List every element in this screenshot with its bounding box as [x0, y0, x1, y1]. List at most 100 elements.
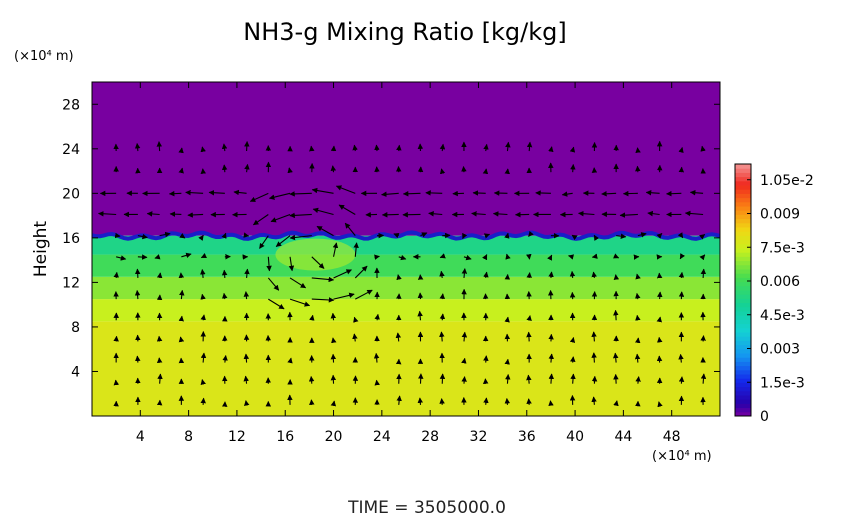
wind-vector-177	[393, 232, 400, 239]
wind-vector-83	[243, 291, 250, 300]
wind-vector-352	[700, 373, 707, 384]
x-tick-label-3: 16	[276, 429, 294, 445]
y-axis-label: Height	[31, 221, 51, 278]
heatmap-layer-5	[92, 82, 720, 236]
colorbar-swatch-53	[735, 189, 751, 194]
colorbar-label-4: 0.006	[760, 274, 800, 290]
wind-vector-309	[601, 191, 617, 197]
colorbar-swatch-34	[735, 269, 751, 274]
wind-vector-228	[482, 254, 488, 261]
wind-vector-204	[428, 210, 443, 217]
heatmap-layer-3	[92, 254, 720, 277]
wind-vector-20	[137, 254, 148, 260]
wind-vector-267	[547, 254, 553, 261]
wind-vector-76	[221, 164, 228, 173]
wind-vector-42	[178, 336, 185, 343]
wind-vector-44	[179, 289, 185, 300]
wind-vector-32	[156, 272, 163, 279]
wind-vector-181	[396, 144, 402, 152]
wind-vector-96	[268, 298, 285, 310]
wind-vector-276	[569, 336, 576, 343]
wind-vector-357	[700, 268, 707, 278]
colorbar-swatch-49	[735, 206, 751, 211]
wind-vector-106	[287, 357, 293, 364]
colorbar-swatch-8	[735, 378, 751, 383]
y-tick-label-3: 16	[62, 231, 80, 247]
x-tick-label-7: 32	[470, 429, 488, 445]
wind-vector-320	[637, 232, 647, 238]
wind-vector-153	[335, 185, 356, 194]
wind-vector-186	[417, 310, 423, 321]
wind-vector-148	[355, 289, 373, 300]
wind-vector-248	[526, 374, 532, 384]
colorbar-swatch-6	[735, 386, 751, 392]
wind-vector-50	[178, 167, 184, 174]
wind-vector-215	[463, 254, 472, 261]
wind-vector-221	[483, 397, 489, 405]
wind-vector-190	[420, 232, 428, 238]
time-label: TIME = 3505000.0	[347, 498, 506, 518]
wind-vector-235	[505, 373, 511, 384]
colorbar-swatch-31	[735, 281, 751, 287]
wind-vector-61	[187, 212, 204, 218]
wind-vector-149	[354, 265, 368, 279]
wind-vector-340	[678, 353, 684, 363]
wind-vector-34	[159, 231, 171, 238]
wind-vector-97	[267, 277, 280, 291]
wind-vector-292	[591, 271, 597, 279]
y-tick-label-6: 28	[62, 97, 80, 113]
wind-vector-48	[169, 211, 182, 217]
wind-vector-160	[374, 313, 380, 321]
colorbar-swatch-30	[735, 285, 751, 291]
wind-vector-241	[505, 253, 511, 260]
wind-vector-109	[289, 298, 311, 307]
wind-vector-321	[619, 212, 638, 218]
colorbar-label-7: 1.05e-2	[760, 173, 814, 189]
heatmap-layer-4	[92, 235, 720, 255]
colorbar-swatch-38	[735, 252, 751, 257]
wind-vector-260	[548, 400, 554, 407]
wind-vector-7	[116, 255, 127, 261]
wind-vector-130	[330, 400, 337, 407]
wind-vector-77	[221, 143, 228, 152]
wind-vector-138	[316, 225, 334, 237]
wind-vector-99	[259, 235, 269, 249]
wind-vector-359	[699, 233, 706, 240]
wind-vector-122	[311, 297, 335, 303]
wind-vector-25	[134, 142, 141, 152]
wind-vector-350	[678, 147, 684, 154]
wind-vector-123	[311, 276, 335, 283]
colorbar-swatch-12	[735, 361, 751, 367]
wind-vector-15	[135, 355, 141, 363]
wind-vector-118	[308, 375, 315, 384]
wind-vector-346	[677, 232, 684, 239]
wind-vector-179	[381, 191, 399, 198]
colorbar-swatch-0	[735, 411, 751, 417]
wind-vector-335	[645, 190, 660, 196]
wind-vector-51	[178, 147, 184, 154]
wind-vector-247	[526, 398, 532, 405]
wind-vector-57	[200, 293, 206, 300]
x-tick-label-1: 8	[184, 429, 193, 445]
colorbar-swatch-21	[735, 323, 751, 329]
wind-vector-79	[243, 375, 249, 384]
wind-vector-261	[548, 373, 555, 384]
wind-vector-246	[505, 141, 511, 152]
wind-vector-234	[504, 397, 511, 405]
wind-vector-136	[333, 269, 352, 279]
wind-vector-358	[699, 254, 706, 261]
wind-vector-133	[331, 337, 337, 344]
wind-vector-262	[548, 353, 554, 363]
x-tick-label-6: 28	[421, 429, 439, 445]
colorbar	[734, 163, 752, 417]
colorbar-swatch-59	[735, 164, 751, 169]
colorbar-swatch-16	[735, 344, 751, 350]
wind-vector-127	[289, 191, 312, 197]
wind-vector-301	[612, 352, 619, 363]
wind-vector-207	[439, 143, 446, 152]
wind-vector-339	[678, 376, 685, 384]
wind-vector-274	[570, 373, 576, 384]
colorbar-swatch-37	[735, 256, 751, 262]
y-tick-label-5: 24	[62, 142, 80, 158]
colorbar-swatch-47	[735, 214, 751, 220]
